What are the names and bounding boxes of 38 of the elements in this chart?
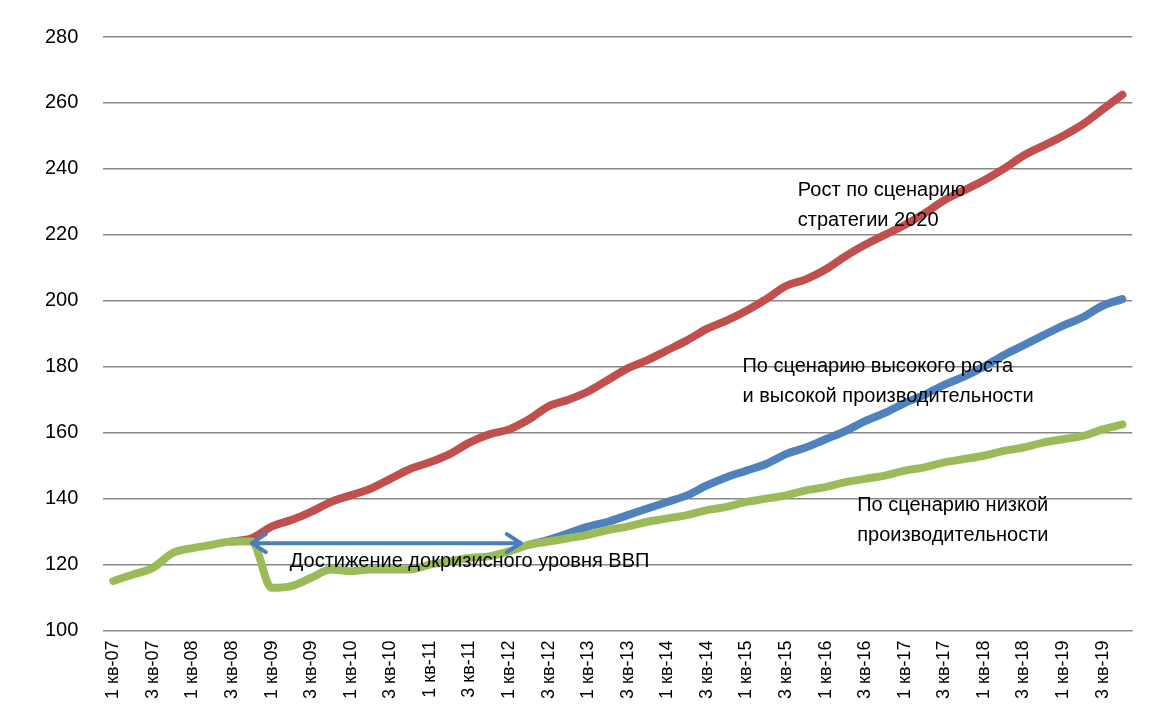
x-tick-label: 1 кв-16 bbox=[814, 640, 835, 699]
x-tick-label: 3 кв-10 bbox=[379, 640, 400, 699]
x-tick-label: 1 кв-18 bbox=[972, 640, 993, 699]
y-tick-label: 200 bbox=[44, 288, 79, 311]
x-tick-label: 3 кв-13 bbox=[616, 640, 637, 699]
y-tick-label: 140 bbox=[44, 486, 79, 509]
x-tick-label: 1 кв-09 bbox=[260, 640, 281, 699]
x-tick-label: 3 кв-16 bbox=[854, 640, 875, 699]
x-tick-label: 3 кв-11 bbox=[458, 640, 479, 698]
x-tick-label: 1 кв-14 bbox=[656, 640, 677, 699]
y-tick-label: 120 bbox=[44, 552, 79, 575]
y-tick-label: 100 bbox=[44, 618, 79, 641]
x-tick-label: 3 кв-17 bbox=[933, 640, 954, 699]
y-tick-label: 180 bbox=[44, 354, 79, 377]
y-tick-label: 280 bbox=[44, 24, 79, 47]
annotation: Достижение докризисного уровня ВВП bbox=[289, 549, 650, 572]
x-tick-label: 1 кв-15 bbox=[735, 640, 756, 699]
x-tick-label: 3 кв-07 bbox=[141, 640, 162, 699]
x-tick-label: 1 кв-13 bbox=[577, 640, 598, 699]
y-tick-label: 220 bbox=[44, 222, 79, 245]
y-tick-label: 240 bbox=[44, 156, 79, 179]
x-tick-label: 3 кв-15 bbox=[774, 640, 795, 699]
x-tick-label: 3 кв-09 bbox=[300, 640, 321, 699]
x-tick-label: 3 кв-08 bbox=[220, 640, 241, 699]
x-tick-label: 1 кв-08 bbox=[181, 640, 202, 699]
series-label: По сценарию низкой производительности bbox=[857, 492, 1049, 545]
y-tick-label: 260 bbox=[44, 90, 79, 113]
x-tick-label: 1 кв-10 bbox=[339, 640, 360, 699]
x-tick-label: 3 кв-14 bbox=[695, 640, 716, 699]
x-tick-label: 3 кв-19 bbox=[1091, 640, 1112, 699]
x-tick-label: 3 кв-12 bbox=[537, 640, 558, 699]
y-tick-label: 160 bbox=[44, 420, 79, 443]
x-tick-label: 3 кв-18 bbox=[1012, 640, 1033, 699]
x-tick-label: 1 кв-07 bbox=[102, 640, 123, 699]
x-tick-label: 1 кв-19 bbox=[1051, 640, 1072, 699]
x-tick-label: 1 кв-17 bbox=[893, 640, 914, 699]
x-tick-label: 1 кв-12 bbox=[497, 640, 518, 699]
x-tick-label: 1 кв-11 bbox=[418, 640, 439, 698]
